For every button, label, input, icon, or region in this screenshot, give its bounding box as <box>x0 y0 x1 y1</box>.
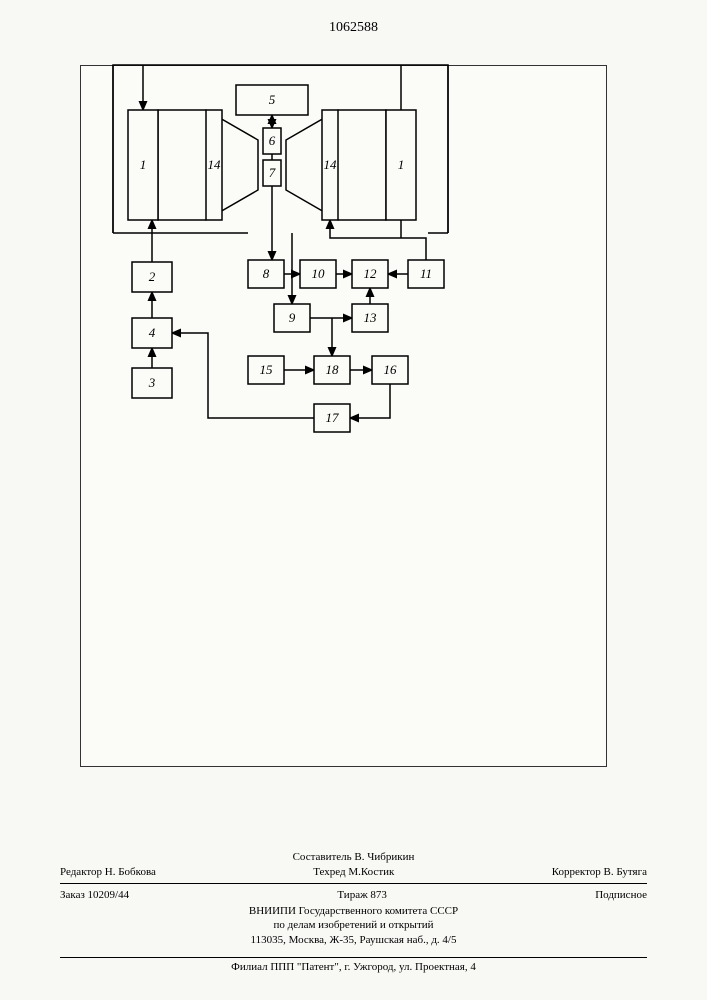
svg-text:13: 13 <box>364 310 378 325</box>
tirazh: Тираж 873 <box>337 888 387 902</box>
podpisnoe: Подписное <box>595 888 647 902</box>
svg-text:14: 14 <box>324 157 338 172</box>
svg-text:15: 15 <box>260 362 274 377</box>
order: Заказ 10209/44 <box>60 888 129 902</box>
org1: ВНИИПИ Государственного комитета СССР <box>60 904 647 918</box>
svg-text:12: 12 <box>364 266 378 281</box>
svg-text:18: 18 <box>326 362 340 377</box>
footer: Составитель В. Чибрикин Редактор Н. Бобк… <box>60 850 647 947</box>
svg-text:2: 2 <box>149 269 156 284</box>
svg-text:7: 7 <box>269 165 276 180</box>
svg-text:14: 14 <box>208 157 222 172</box>
svg-text:17: 17 <box>326 410 340 425</box>
compiler-line: Составитель В. Чибрикин <box>60 850 647 864</box>
svg-text:1: 1 <box>140 157 147 172</box>
corrector: Корректор В. Бутяга <box>552 865 647 879</box>
svg-text:5: 5 <box>269 92 276 107</box>
svg-text:3: 3 <box>148 375 156 390</box>
svg-text:11: 11 <box>420 266 432 281</box>
svg-text:8: 8 <box>263 266 270 281</box>
editor: Редактор Н. Бобкова <box>60 865 156 879</box>
svg-text:6: 6 <box>269 133 276 148</box>
scanned-page: 1062588 111414567243810121191315181617 С… <box>0 0 707 1000</box>
footer-addr2: Филиал ППП "Патент", г. Ужгород, ул. Про… <box>60 953 647 973</box>
block-diagram: 111414567243810121191315181617 <box>88 10 488 480</box>
svg-text:4: 4 <box>149 325 156 340</box>
addr1: 113035, Москва, Ж-35, Раушская наб., д. … <box>60 933 647 947</box>
techred: Техред М.Костик <box>313 865 394 879</box>
svg-text:16: 16 <box>384 362 398 377</box>
svg-text:1: 1 <box>398 157 405 172</box>
org2: по делам изобретений и открытий <box>60 918 647 932</box>
svg-text:10: 10 <box>312 266 326 281</box>
svg-text:9: 9 <box>289 310 296 325</box>
